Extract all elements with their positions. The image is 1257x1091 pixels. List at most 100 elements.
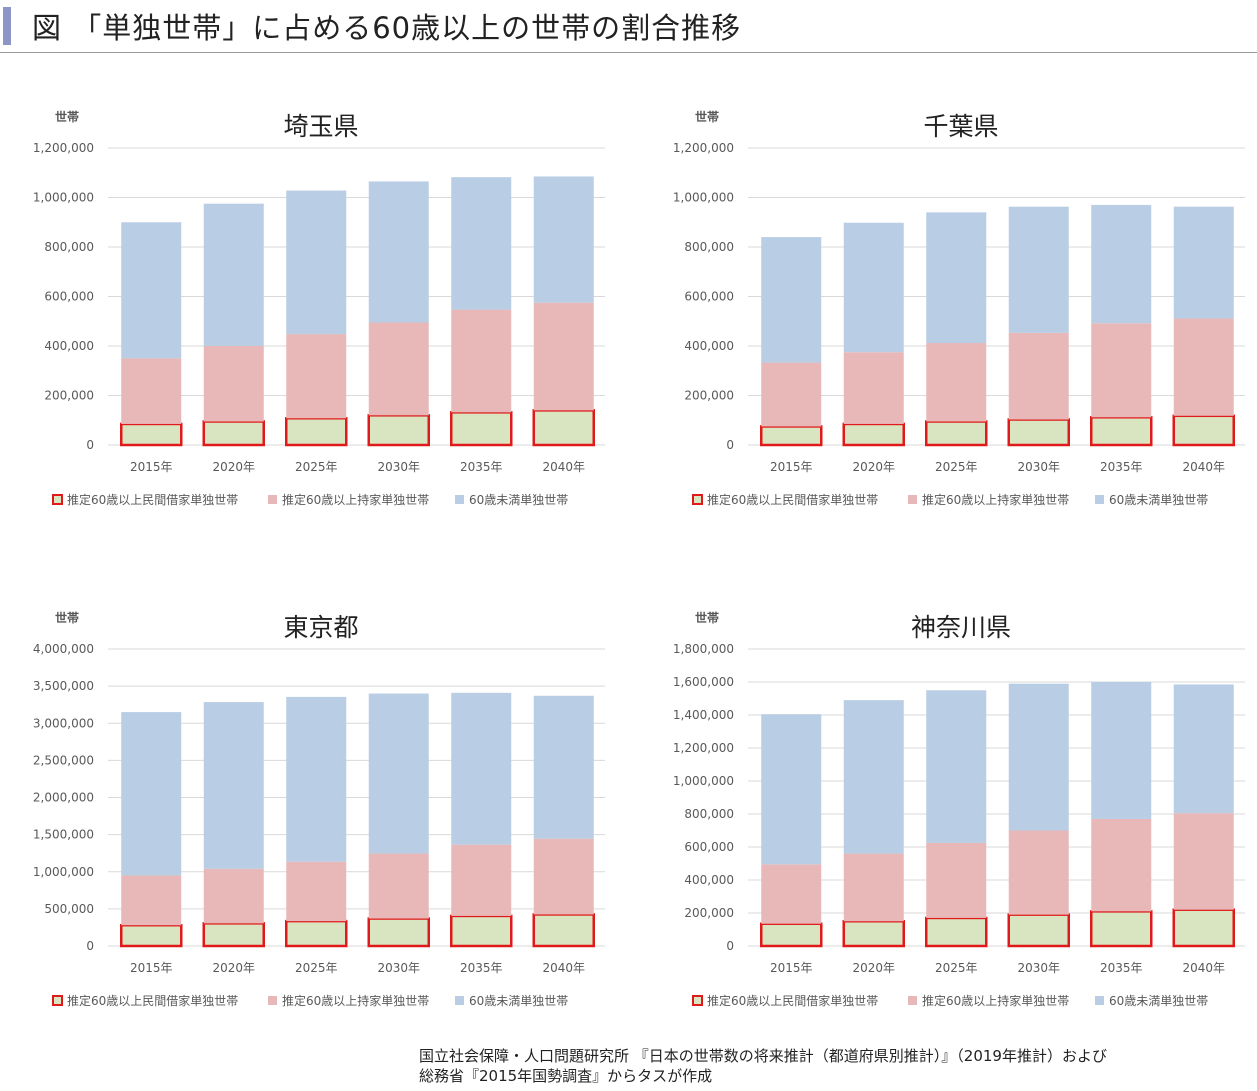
y-tick-label: 1,600,000 bbox=[673, 675, 734, 689]
bar-segment-owned bbox=[1173, 813, 1234, 910]
bar-segment-rental bbox=[1007, 418, 1070, 447]
y-tick-label: 1,000,000 bbox=[33, 191, 94, 205]
chart-svg-tokyo: 東京都 世帯 0 500,000 1,000,000 1,500,000 2,000,000… bbox=[33, 610, 605, 1008]
bar-segment-owned bbox=[121, 358, 182, 424]
x-tick-label: 2040年 bbox=[1182, 460, 1225, 474]
y-tick-label: 1,000,000 bbox=[673, 774, 734, 788]
x-tick-label: 2020年 bbox=[212, 460, 255, 474]
legend-swatch bbox=[268, 495, 277, 504]
x-tick-label: 2040年 bbox=[1182, 961, 1225, 975]
bar-segment-rental bbox=[367, 414, 430, 447]
chart-panel-chiba: 千葉県 世帯 0 200,000 400,000 600,000 800,000 1,000,… bbox=[645, 95, 1255, 525]
bar-segment-owned bbox=[533, 838, 594, 915]
legend-label: 推定60歳以上民間借家単独世帯 bbox=[707, 492, 878, 507]
y-axis-unit-label: 世帯 bbox=[55, 610, 79, 625]
legend-swatch bbox=[52, 494, 63, 505]
bar-segment-owned bbox=[926, 842, 987, 918]
bar-segment-owned bbox=[286, 334, 347, 419]
bar-segment-owned bbox=[1091, 323, 1152, 418]
legend-label: 60歳未満単独世帯 bbox=[469, 493, 568, 507]
bar-segment-rental bbox=[1007, 913, 1070, 948]
x-tick-label: 2025年 bbox=[935, 460, 978, 474]
y-axis-unit-label: 世帯 bbox=[695, 109, 719, 124]
bar-segment-rental bbox=[202, 420, 265, 447]
bar-segment-rental bbox=[120, 923, 183, 948]
y-axis-unit-label: 世帯 bbox=[55, 109, 79, 124]
bar-segment-owned bbox=[368, 322, 429, 416]
y-tick-label: 3,000,000 bbox=[33, 716, 94, 730]
y-tick-label: 4,000,000 bbox=[33, 642, 94, 656]
y-tick-label: 1,500,000 bbox=[33, 828, 94, 842]
bar-segment-under60 bbox=[926, 212, 987, 344]
legend-label: 60歳未満単独世帯 bbox=[1109, 493, 1208, 507]
x-tick-label: 2040年 bbox=[542, 460, 585, 474]
bar-segment-under60 bbox=[1008, 683, 1069, 831]
y-tick-label: 400,000 bbox=[44, 339, 94, 353]
y-tick-label: 1,200,000 bbox=[673, 141, 734, 155]
bar-segment-rental bbox=[842, 920, 905, 948]
y-tick-label: 500,000 bbox=[44, 902, 94, 916]
y-tick-label: 800,000 bbox=[684, 240, 734, 254]
bar-segment-rental bbox=[1090, 416, 1153, 447]
bar-segment-under60 bbox=[1008, 206, 1069, 333]
bar-segment-rental bbox=[532, 913, 595, 948]
y-axis-unit-label: 世帯 bbox=[695, 610, 719, 625]
legend-label: 推定60歳以上民間借家単独世帯 bbox=[67, 492, 238, 507]
legend-swatch bbox=[692, 494, 703, 505]
chart-svg-saitama: 埼玉県 世帯 0 200,000 400,000 600,000 800,000 1,000,… bbox=[33, 109, 605, 507]
bar-segment-owned bbox=[121, 875, 182, 926]
bar-segment-owned bbox=[286, 861, 347, 922]
bar-segment-owned bbox=[203, 346, 264, 422]
x-tick-label: 2020年 bbox=[852, 961, 895, 975]
bar-segment-rental bbox=[450, 914, 513, 948]
bar-segment-owned bbox=[1008, 332, 1069, 420]
bar-segment-rental bbox=[1172, 414, 1235, 447]
x-tick-label: 2035年 bbox=[1100, 961, 1143, 975]
bar-segment-under60 bbox=[286, 696, 347, 862]
y-tick-label: 200,000 bbox=[684, 389, 734, 403]
bar-segment-under60 bbox=[1173, 206, 1234, 319]
bar-segment-owned bbox=[451, 309, 512, 413]
x-tick-label: 2025年 bbox=[295, 460, 338, 474]
chart-panel-kanagawa: 神奈川県 世帯 0 200,000 400,000 600,000 800,000 1,000… bbox=[645, 596, 1255, 1026]
y-tick-label: 1,800,000 bbox=[673, 642, 734, 656]
bar-segment-owned bbox=[843, 352, 904, 424]
legend-swatch bbox=[908, 495, 917, 504]
bar-segment-under60 bbox=[203, 203, 264, 346]
bar-segment-owned bbox=[451, 844, 512, 916]
x-tick-label: 2015年 bbox=[770, 460, 813, 474]
legend-swatch bbox=[455, 495, 464, 504]
bar-segment-under60 bbox=[203, 702, 264, 869]
y-tick-label: 1,000,000 bbox=[673, 191, 734, 205]
header-accent-bar bbox=[3, 7, 11, 45]
y-tick-label: 600,000 bbox=[44, 290, 94, 304]
bar-segment-owned bbox=[368, 853, 429, 919]
x-tick-label: 2030年 bbox=[1017, 961, 1060, 975]
x-tick-label: 2035年 bbox=[460, 961, 503, 975]
x-tick-label: 2020年 bbox=[212, 961, 255, 975]
legend-label: 推定60歳以上民間借家単独世帯 bbox=[67, 993, 238, 1008]
bar-segment-owned bbox=[1008, 830, 1069, 915]
bar-segment-rental bbox=[120, 422, 183, 447]
legend-swatch bbox=[268, 996, 277, 1005]
bar-segment-rental bbox=[842, 422, 905, 447]
legend-label: 推定60歳以上持家単独世帯 bbox=[922, 993, 1069, 1008]
x-tick-label: 2015年 bbox=[130, 961, 173, 975]
legend-swatch bbox=[52, 995, 63, 1006]
legend-label: 60歳未満単独世帯 bbox=[469, 994, 568, 1008]
y-tick-label: 800,000 bbox=[44, 240, 94, 254]
bar-segment-under60 bbox=[368, 181, 429, 323]
legend-swatch bbox=[1095, 996, 1104, 1005]
y-tick-label: 1,000,000 bbox=[33, 865, 94, 879]
legend-swatch bbox=[908, 996, 917, 1005]
y-tick-label: 400,000 bbox=[684, 339, 734, 353]
x-tick-label: 2035年 bbox=[460, 460, 503, 474]
legend-label: 推定60歳以上民間借家単独世帯 bbox=[707, 993, 878, 1008]
bar-segment-under60 bbox=[121, 222, 182, 359]
chart-svg-kanagawa: 神奈川県 世帯 0 200,000 400,000 600,000 800,000 1,000… bbox=[673, 610, 1245, 1008]
bar-segment-rental bbox=[760, 922, 823, 948]
y-tick-label: 200,000 bbox=[684, 906, 734, 920]
y-tick-label: 600,000 bbox=[684, 840, 734, 854]
y-tick-label: 2,500,000 bbox=[33, 753, 94, 767]
x-tick-label: 2040年 bbox=[542, 961, 585, 975]
